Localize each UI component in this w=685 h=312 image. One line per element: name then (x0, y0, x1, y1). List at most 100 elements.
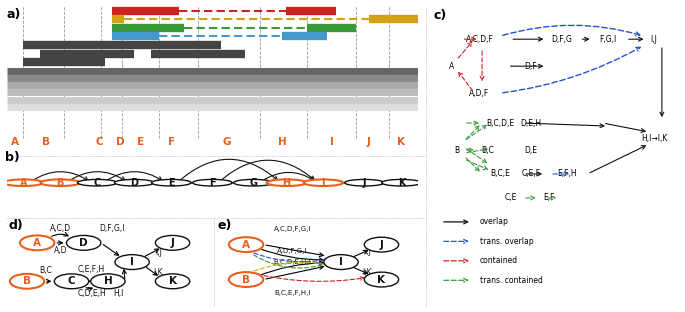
Circle shape (40, 179, 80, 186)
Circle shape (10, 274, 45, 289)
Text: D,F,G: D,F,G (551, 35, 572, 44)
Circle shape (364, 237, 399, 252)
Text: I: I (329, 137, 334, 147)
Text: A,C,D: A,C,D (50, 224, 71, 233)
Text: B: B (23, 276, 31, 286)
Text: trans. overlap: trans. overlap (479, 237, 533, 246)
FancyArrowPatch shape (526, 123, 604, 128)
FancyArrowPatch shape (503, 25, 640, 36)
FancyArrowPatch shape (467, 148, 473, 152)
Text: D,E: D,E (525, 145, 537, 154)
Text: B: B (242, 275, 250, 285)
Circle shape (234, 179, 273, 186)
FancyArrowPatch shape (466, 160, 488, 169)
Text: A,D: A,D (53, 246, 67, 255)
Text: A: A (449, 62, 454, 71)
Text: K: K (397, 137, 406, 147)
FancyArrowPatch shape (253, 255, 329, 268)
FancyArrowPatch shape (458, 42, 472, 58)
Text: G: G (223, 137, 231, 147)
Text: D,F: D,F (525, 62, 537, 71)
Text: F: F (168, 137, 175, 147)
FancyArrowPatch shape (354, 251, 367, 256)
FancyArrowPatch shape (266, 245, 323, 257)
FancyArrowPatch shape (466, 149, 486, 163)
Text: D,F,G,I: D,F,G,I (99, 224, 125, 233)
Text: D: D (116, 137, 124, 147)
Text: I,J: I,J (364, 247, 371, 256)
Text: I,J: I,J (155, 248, 162, 257)
Text: E,F,H: E,F,H (557, 169, 577, 178)
FancyArrowPatch shape (86, 279, 90, 283)
FancyArrowPatch shape (590, 146, 645, 173)
FancyArrowPatch shape (123, 270, 126, 279)
FancyArrowPatch shape (86, 288, 92, 291)
Text: H,I: H,I (113, 289, 123, 298)
Circle shape (155, 236, 190, 250)
Text: A: A (33, 238, 41, 248)
Circle shape (3, 179, 43, 186)
FancyArrowPatch shape (467, 121, 478, 125)
FancyArrowPatch shape (526, 196, 534, 200)
Circle shape (345, 179, 384, 186)
Text: B,C,D,E,H,I: B,C,D,E,H,I (274, 259, 312, 265)
FancyArrowPatch shape (258, 248, 323, 262)
FancyArrowPatch shape (629, 37, 643, 41)
Text: A: A (242, 240, 250, 250)
FancyArrowPatch shape (553, 172, 568, 176)
Text: J: J (366, 137, 371, 147)
Text: K: K (398, 178, 405, 188)
Text: D: D (79, 238, 88, 248)
Circle shape (66, 236, 101, 250)
FancyArrowPatch shape (444, 278, 468, 282)
Text: G: G (249, 178, 258, 188)
Text: I,K: I,K (362, 268, 372, 277)
Circle shape (77, 179, 117, 186)
FancyArrowPatch shape (548, 196, 555, 200)
Text: e): e) (218, 219, 232, 232)
FancyArrowPatch shape (57, 241, 62, 245)
Text: I: I (321, 178, 325, 188)
FancyArrowPatch shape (444, 239, 468, 243)
FancyArrowPatch shape (660, 48, 664, 116)
Circle shape (229, 237, 263, 252)
Text: A,D,F: A,D,F (469, 89, 490, 98)
Text: H,I→I,K: H,I→I,K (641, 134, 667, 143)
Text: I,K: I,K (153, 268, 163, 277)
Circle shape (229, 272, 263, 287)
Text: I,J: I,J (651, 35, 658, 44)
FancyArrowPatch shape (47, 279, 50, 283)
Text: A: A (20, 178, 27, 188)
Text: B,C,E: B,C,E (490, 169, 510, 178)
Text: B,C,D,E: B,C,D,E (486, 119, 514, 128)
FancyArrowPatch shape (254, 253, 329, 262)
FancyArrowPatch shape (266, 266, 323, 279)
FancyArrowPatch shape (145, 249, 159, 256)
Circle shape (114, 179, 154, 186)
Text: K: K (377, 275, 386, 285)
Circle shape (303, 179, 343, 186)
Text: C: C (95, 137, 103, 147)
FancyArrowPatch shape (459, 72, 473, 91)
Text: I: I (339, 257, 343, 267)
FancyArrowPatch shape (464, 37, 475, 41)
Circle shape (382, 179, 421, 186)
Text: B: B (57, 178, 64, 188)
Text: B,C,E,F,H,I: B,C,E,F,H,I (275, 290, 311, 296)
Text: E: E (137, 137, 144, 147)
Text: C: C (68, 276, 75, 286)
FancyArrowPatch shape (103, 245, 119, 255)
Text: b): b) (5, 151, 20, 164)
Circle shape (324, 255, 358, 270)
FancyArrowPatch shape (466, 158, 479, 171)
Text: B: B (454, 145, 459, 154)
Circle shape (20, 236, 54, 250)
Text: K: K (169, 276, 177, 286)
Text: E: E (168, 178, 175, 188)
FancyArrowPatch shape (444, 259, 468, 263)
Text: D: D (130, 178, 138, 188)
FancyArrowPatch shape (354, 268, 367, 274)
Text: a): a) (7, 8, 21, 21)
Text: C,D,E,H: C,D,E,H (77, 289, 106, 298)
Text: C,E,F: C,E,F (521, 169, 540, 178)
